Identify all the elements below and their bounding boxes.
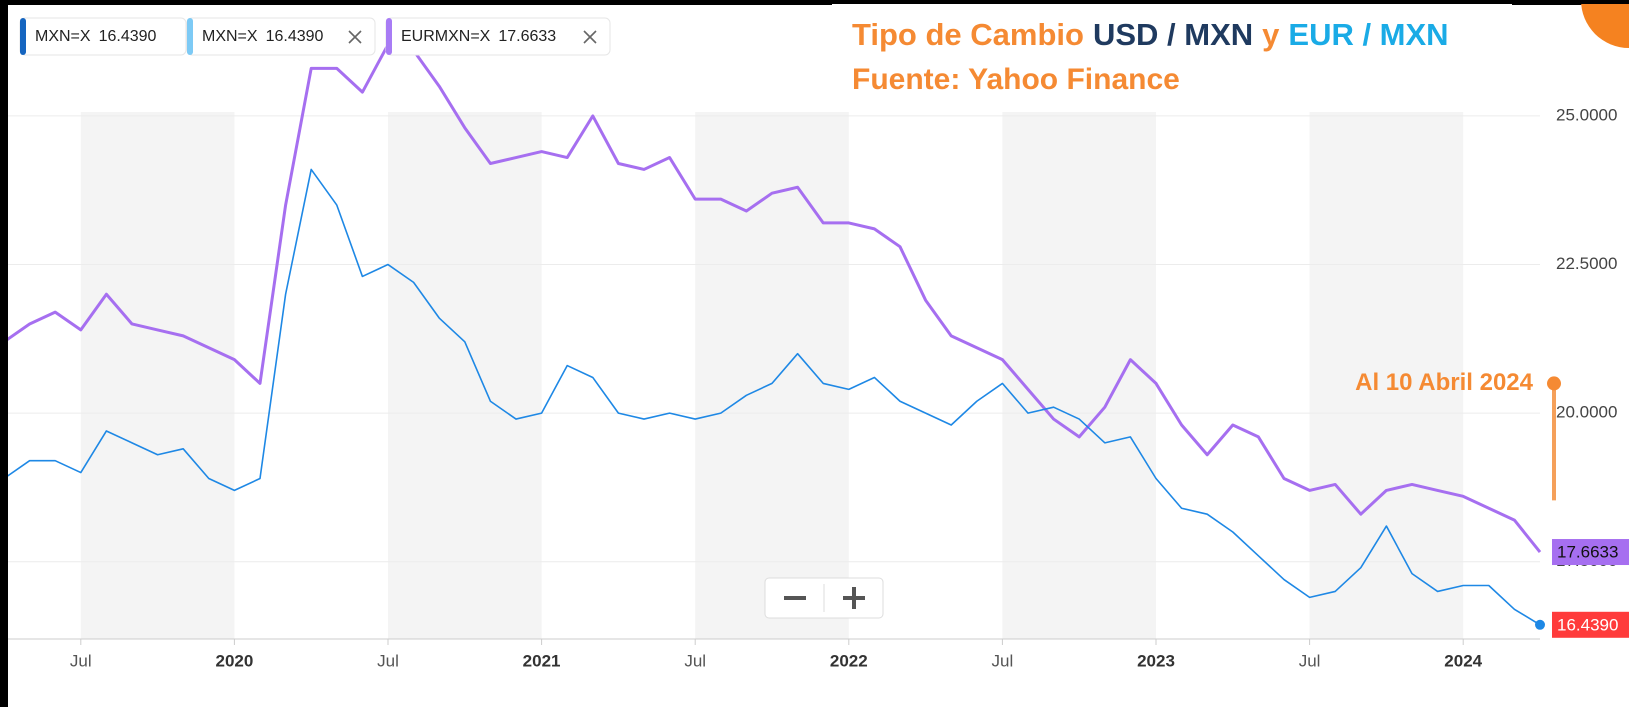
band — [388, 112, 542, 639]
x-tick-label: 2024 — [1444, 651, 1482, 670]
legend-swatch — [386, 18, 392, 55]
price-badge-label: 17.6633 — [1557, 543, 1618, 562]
end-dot — [1535, 619, 1545, 630]
legend-value: 16.4390 — [99, 28, 157, 45]
title-part: EUR / MXN — [1288, 17, 1448, 52]
price-badge-label: 16.4390 — [1557, 615, 1618, 634]
title-part: y — [1262, 17, 1280, 52]
x-tick-label: 2022 — [830, 651, 868, 670]
frame — [0, 0, 8, 707]
annotation: Al 10 Abril 2024 — [1355, 369, 1534, 396]
x-tick-label: 2023 — [1137, 651, 1175, 670]
band — [80, 112, 235, 639]
title-part: USD / MXN — [1093, 17, 1253, 52]
title-part: Tipo de Cambio — [852, 17, 1084, 52]
frame — [0, 0, 1629, 4]
zoom-control — [764, 577, 884, 619]
band — [1002, 112, 1156, 639]
legend-name: MXN=X — [35, 28, 91, 45]
price-badge — [1552, 539, 1629, 566]
chart-subtitle: Fuente: Yahoo Finance — [852, 63, 1180, 96]
band — [1309, 112, 1464, 639]
legend-swatch — [20, 18, 26, 55]
legend-value: 16.4390 — [266, 28, 324, 45]
legend-name: MXN=X — [202, 28, 258, 45]
x-tick-label: 2021 — [523, 651, 561, 670]
y-tick-label: 22.5000 — [1556, 254, 1617, 273]
price-badge — [1552, 611, 1629, 638]
chart-title: Tipo de Cambio USD / MXN y EUR / MXN — [852, 17, 1449, 52]
logo — [1581, 0, 1629, 48]
x-tick-label: Jul — [992, 651, 1014, 670]
legend-close[interactable] — [348, 30, 362, 44]
x-tick-label: Jul — [377, 651, 399, 670]
legend-chip[interactable]: MXN=X 16.4390 — [19, 17, 187, 56]
series-line — [3, 168, 1541, 626]
x-tick-label: Jul — [70, 651, 92, 670]
x-tick-label: Jul — [1299, 651, 1321, 670]
legend-name: EURMXN=X — [401, 28, 491, 45]
legend-chip[interactable]: EURMXN=X 17.6633 — [385, 17, 611, 56]
title-box — [832, 0, 1512, 112]
legend-chip[interactable]: MXN=X 16.4390 — [186, 17, 376, 56]
legend-close[interactable] — [583, 30, 597, 44]
y-tick-label: 25.0000 — [1556, 105, 1617, 124]
x-tick-label: 2020 — [215, 651, 253, 670]
legend-value: 17.6633 — [498, 28, 556, 45]
band — [695, 112, 849, 639]
legend-swatch — [187, 18, 193, 55]
annotation-dot — [1547, 376, 1561, 391]
x-tick-label: Jul — [684, 651, 706, 670]
y-tick-label: 20.0000 — [1556, 403, 1617, 422]
series-line — [3, 43, 1542, 553]
